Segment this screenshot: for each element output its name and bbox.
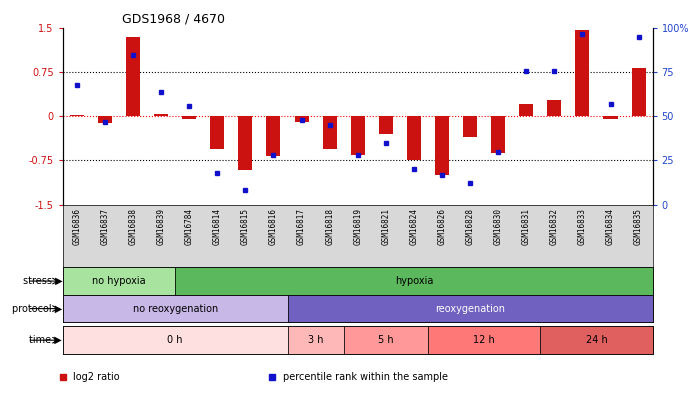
Text: GSM16835: GSM16835 (634, 208, 643, 245)
Text: no hypoxia: no hypoxia (92, 276, 146, 286)
Bar (435, 117, 449, 175)
Text: GSM16830: GSM16830 (493, 208, 503, 245)
Text: protocol ▶: protocol ▶ (12, 304, 62, 313)
Text: GDS1968 / 4670: GDS1968 / 4670 (121, 13, 225, 26)
Text: GSM16836: GSM16836 (73, 208, 82, 245)
Text: 5 h: 5 h (378, 335, 394, 345)
Bar (295, 117, 309, 122)
Bar (288, 326, 343, 354)
Text: 24 h: 24 h (586, 335, 607, 345)
Bar (322, 117, 336, 149)
Bar (288, 295, 653, 322)
Bar (210, 117, 224, 149)
Text: time ▶: time ▶ (29, 335, 62, 345)
Text: GSM16814: GSM16814 (213, 208, 222, 245)
Text: GSM16817: GSM16817 (297, 208, 306, 245)
Text: GSM16816: GSM16816 (269, 208, 278, 245)
Bar (632, 68, 646, 117)
Bar (238, 117, 253, 171)
Text: GSM16828: GSM16828 (466, 208, 475, 245)
Bar (407, 117, 421, 160)
Bar (126, 37, 140, 117)
Text: GSM16824: GSM16824 (410, 208, 418, 245)
Bar (63, 326, 288, 354)
Bar (379, 117, 393, 134)
Bar (519, 104, 533, 117)
Bar (547, 100, 561, 117)
Text: reoxygenation: reoxygenation (435, 304, 505, 313)
Text: GSM16815: GSM16815 (241, 208, 250, 245)
Bar (350, 117, 365, 155)
Text: hypoxia: hypoxia (394, 276, 433, 286)
Bar (343, 326, 428, 354)
Text: GSM16837: GSM16837 (101, 208, 110, 245)
Bar (175, 267, 653, 295)
Text: log2 ratio: log2 ratio (73, 372, 120, 382)
Text: GSM16784: GSM16784 (185, 208, 194, 245)
Text: GSM16819: GSM16819 (353, 208, 362, 245)
Text: GSM16832: GSM16832 (550, 208, 559, 245)
Bar (63, 295, 288, 322)
Bar (463, 117, 477, 137)
Bar (575, 30, 589, 117)
Bar (540, 326, 653, 354)
Text: GSM16831: GSM16831 (521, 208, 530, 245)
Bar (98, 117, 112, 124)
Text: percentile rank within the sample: percentile rank within the sample (283, 372, 447, 382)
Text: 3 h: 3 h (308, 335, 323, 345)
Text: 0 h: 0 h (168, 335, 183, 345)
Bar (154, 113, 168, 117)
Text: GSM16839: GSM16839 (156, 208, 165, 245)
Text: GSM16834: GSM16834 (606, 208, 615, 245)
Text: 12 h: 12 h (473, 335, 495, 345)
Text: GSM16821: GSM16821 (381, 208, 390, 245)
Text: stress ▶: stress ▶ (22, 276, 62, 286)
Bar (491, 117, 505, 153)
Bar (428, 326, 540, 354)
Bar (604, 117, 618, 119)
Bar (267, 117, 281, 156)
Text: GSM16833: GSM16833 (578, 208, 587, 245)
Bar (182, 117, 196, 119)
Text: GSM16838: GSM16838 (128, 208, 138, 245)
Bar (70, 115, 84, 117)
Bar (63, 267, 175, 295)
Text: no reoxygenation: no reoxygenation (133, 304, 218, 313)
Text: GSM16826: GSM16826 (438, 208, 447, 245)
Text: GSM16818: GSM16818 (325, 208, 334, 245)
